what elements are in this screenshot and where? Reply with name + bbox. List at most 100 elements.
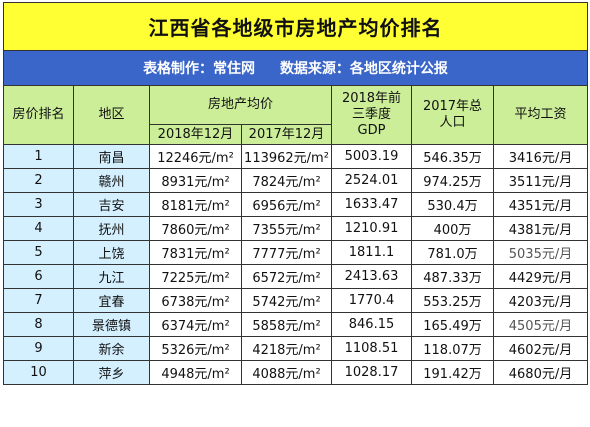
cell-price-2018: 7831元/m² <box>149 240 242 265</box>
cell-population: 546.35万 <box>411 144 494 169</box>
header-gdp-line3: GDP <box>357 123 386 138</box>
header-population: 2017年总 人口 <box>411 85 494 145</box>
table-row: 6 九江 7225元/m² 6572元/m² 2413.63 487.33万 4429元/月 <box>3 264 589 289</box>
credit-maker: 表格制作：常住网 <box>143 61 256 77</box>
table-row: 1 南昌 12246元/m² 113962元/m² 5003.19 546.35万 3416… <box>3 144 589 169</box>
table-row: 3 吉安 8181元/m² 6956元/m² 1633.47 530.4万 4351元/月 <box>3 192 589 217</box>
table-row: 7 宜春 6738元/m² 5742元/m² 1770.4 553.25万 4203元/月 <box>3 288 589 313</box>
cell-wage: 4381元/月 <box>492 216 589 241</box>
cell-gdp: 1210.91 <box>331 216 412 241</box>
header-row-1: 房价排名 地区 房地产均价 2018年前 三季度 GDP 2017年总 人口 平… <box>3 85 589 145</box>
cell-gdp: 1108.51 <box>331 336 412 361</box>
cell-price-2018: 6374元/m² <box>149 312 242 337</box>
cell-price-2017: 4088元/m² <box>241 360 332 385</box>
ranking-table: 江西省各地级市房地产均价排名 表格制作：常住网 数据来源：各地区统计公报 房价排… <box>2 2 589 385</box>
header-pop-line1: 2017年总 <box>422 99 483 114</box>
header-rank: 房价排名 <box>3 85 74 145</box>
table-row: 4 抚州 7860元/m² 7355元/m² 1210.91 400万 4381元/月 <box>3 216 589 241</box>
cell-price-2018: 8931元/m² <box>149 168 242 193</box>
cell-region: 南昌 <box>73 144 150 169</box>
cell-gdp: 1811.1 <box>331 240 412 265</box>
cell-rank: 9 <box>3 336 74 361</box>
cell-region: 宜春 <box>73 288 150 313</box>
cell-rank: 5 <box>3 240 74 265</box>
cell-rank: 1 <box>3 144 74 169</box>
table-row: 5 上饶 7831元/m² 7777元/m² 1811.1 781.0万 5035元/月 <box>3 240 589 265</box>
cell-price-2017: 6572元/m² <box>241 264 332 289</box>
cell-wage: 4351元/月 <box>492 192 589 217</box>
cell-region: 上饶 <box>73 240 150 265</box>
cell-region: 景德镇 <box>73 312 150 337</box>
cell-wage: 5035元/月 <box>492 240 589 265</box>
cell-price-2017: 4218元/m² <box>241 336 332 361</box>
cell-price-2018: 4948元/m² <box>149 360 242 385</box>
cell-region: 九江 <box>73 264 150 289</box>
cell-rank: 3 <box>3 192 74 217</box>
credit-row: 表格制作：常住网 数据来源：各地区统计公报 <box>2 50 589 86</box>
cell-population: 165.49万 <box>411 312 494 337</box>
cell-wage: 4505元/月 <box>492 312 589 337</box>
cell-region: 新余 <box>73 336 150 361</box>
cell-price-2018: 8181元/m² <box>149 192 242 217</box>
cell-region: 抚州 <box>73 216 150 241</box>
cell-rank: 8 <box>3 312 74 337</box>
cell-population: 118.07万 <box>411 336 494 361</box>
cell-wage: 4602元/月 <box>492 336 589 361</box>
cell-rank: 4 <box>3 216 74 241</box>
cell-wage: 4680元/月 <box>492 360 589 385</box>
title-row: 江西省各地级市房地产均价排名 <box>2 2 589 51</box>
cell-price-2018: 7860元/m² <box>149 216 242 241</box>
cell-wage: 4203元/月 <box>492 288 589 313</box>
cell-price-2018: 6738元/m² <box>149 288 242 313</box>
cell-population: 400万 <box>411 216 494 241</box>
cell-price-2017: 7824元/m² <box>241 168 332 193</box>
cell-rank: 2 <box>3 168 74 193</box>
cell-gdp: 846.15 <box>331 312 412 337</box>
cell-population: 553.25万 <box>411 288 494 313</box>
header-price-2018: 2018年12月 <box>149 124 242 145</box>
table-title: 江西省各地级市房地产均价排名 <box>2 2 589 51</box>
cell-rank: 7 <box>3 288 74 313</box>
cell-population: 781.0万 <box>411 240 494 265</box>
cell-gdp: 1770.4 <box>331 288 412 313</box>
cell-price-2018: 5326元/m² <box>149 336 242 361</box>
header-pop-line2: 人口 <box>439 115 466 130</box>
table-row: 8 景德镇 6374元/m² 5858元/m² 846.15 165.49万 4505元/月 <box>3 312 589 337</box>
header-row-2: 2018年12月 2017年12月 <box>4 124 588 145</box>
cell-gdp: 1633.47 <box>331 192 412 217</box>
header-region: 地区 <box>73 85 150 145</box>
cell-price-2017: 5858元/m² <box>241 312 332 337</box>
cell-price-2018: 7225元/m² <box>149 264 242 289</box>
cell-price-2017: 5742元/m² <box>241 288 332 313</box>
credit-cell: 表格制作：常住网 数据来源：各地区统计公报 <box>2 50 589 86</box>
cell-wage: 3416元/月 <box>492 144 589 169</box>
table-body: 1 南昌 12246元/m² 113962元/m² 5003.19 546.35万 3416… <box>3 144 589 385</box>
cell-price-2017: 7777元/m² <box>241 240 332 265</box>
cell-region: 萍乡 <box>73 360 150 385</box>
cell-region: 吉安 <box>73 192 150 217</box>
header-wage: 平均工资 <box>492 85 589 145</box>
cell-gdp: 5003.19 <box>331 144 412 169</box>
cell-price-2017: 6956元/m² <box>241 192 332 217</box>
cell-gdp: 2524.01 <box>331 168 412 193</box>
cell-rank: 6 <box>3 264 74 289</box>
table-row: 2 赣州 8931元/m² 7824元/m² 2524.01 974.25万 3511元/月 <box>3 168 589 193</box>
table-row: 9 新余 5326元/m² 4218元/m² 1108.51 118.07万 4602元/月 <box>3 336 589 361</box>
cell-population: 974.25万 <box>411 168 494 193</box>
cell-gdp: 2413.63 <box>331 264 412 289</box>
header-gdp-line1: 2018年前 <box>341 91 402 106</box>
cell-wage: 3511元/月 <box>492 168 589 193</box>
header-gdp-line2: 三季度 <box>351 107 391 122</box>
header-gdp: 2018年前 三季度 GDP <box>331 85 412 145</box>
cell-region: 赣州 <box>73 168 150 193</box>
cell-price-2018: 12246元/m² <box>149 144 242 169</box>
cell-gdp: 1028.17 <box>331 360 412 385</box>
table-row: 10 萍乡 4948元/m² 4088元/m² 1028.17 191.42万 4680元/… <box>3 360 589 385</box>
header-price-group: 房地产均价 <box>149 85 332 125</box>
cell-wage: 4429元/月 <box>492 264 589 289</box>
credit-source: 数据来源：各地区统计公报 <box>279 61 448 77</box>
cell-population: 530.4万 <box>411 192 494 217</box>
cell-price-2017: 113962元/m² <box>241 144 332 169</box>
cell-population: 487.33万 <box>411 264 494 289</box>
